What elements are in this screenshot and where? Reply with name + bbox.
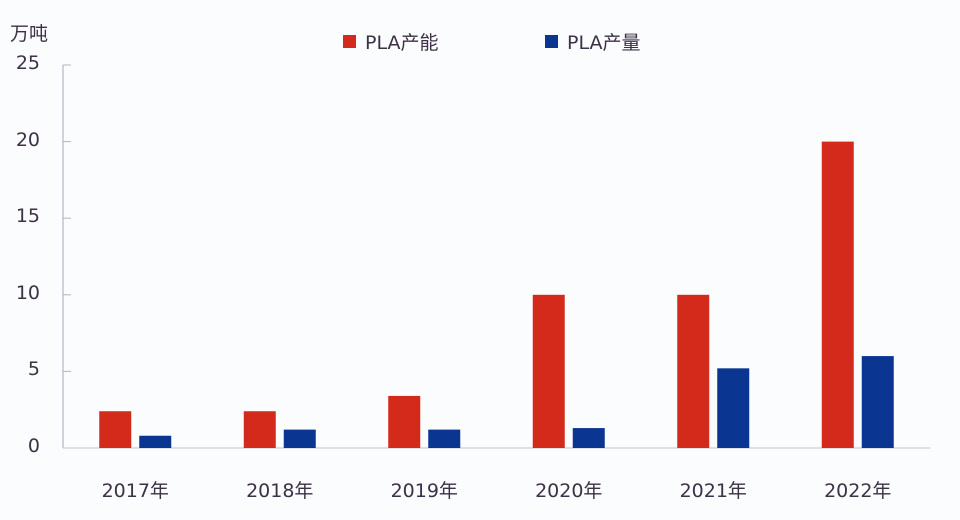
output-bar-2022年: [861, 356, 894, 448]
capacity-bar-2021年: [677, 294, 710, 448]
capacity-bar-2017年: [99, 411, 132, 448]
y-tick-label: 5: [27, 358, 40, 381]
capacity-bar-2020年: [532, 294, 565, 448]
legend-swatch-capacity-icon: [343, 35, 356, 48]
y-axis-unit-label: 万吨: [10, 23, 49, 45]
output-bar-2017年: [139, 435, 172, 448]
legend-label-capacity: PLA产能: [365, 32, 439, 54]
x-tick-label: 2022年: [824, 480, 892, 502]
capacity-bar-2018年: [243, 411, 276, 448]
legend-label-output: PLA产量: [567, 32, 641, 54]
capacity-bar-2019年: [388, 395, 421, 448]
y-tick-label: 15: [15, 205, 40, 228]
y-tick-label: 25: [15, 52, 40, 74]
output-bar-2019年: [428, 429, 461, 448]
x-tick-label: 2021年: [679, 480, 747, 502]
x-tick-label: 2020年: [535, 480, 603, 502]
x-tick-label: 2018年: [246, 480, 314, 502]
legend-item-output: PLA产量: [545, 28, 640, 55]
capacity-bar-2022年: [821, 141, 854, 448]
y-tick-label: 20: [15, 128, 40, 151]
y-tick-label: 10: [15, 281, 40, 304]
x-tick-label: 2019年: [390, 480, 458, 502]
y-tick-label: 0: [27, 435, 40, 457]
bars: [99, 141, 894, 448]
output-bar-2021年: [717, 368, 750, 448]
legend-swatch-output-icon: [545, 35, 558, 48]
output-bar-2020年: [572, 428, 605, 448]
output-bar-2018年: [283, 429, 316, 448]
legend-item-capacity: PLA产能: [343, 28, 438, 55]
x-tick-label: 2017年: [101, 480, 169, 502]
axes: [62, 64, 930, 449]
